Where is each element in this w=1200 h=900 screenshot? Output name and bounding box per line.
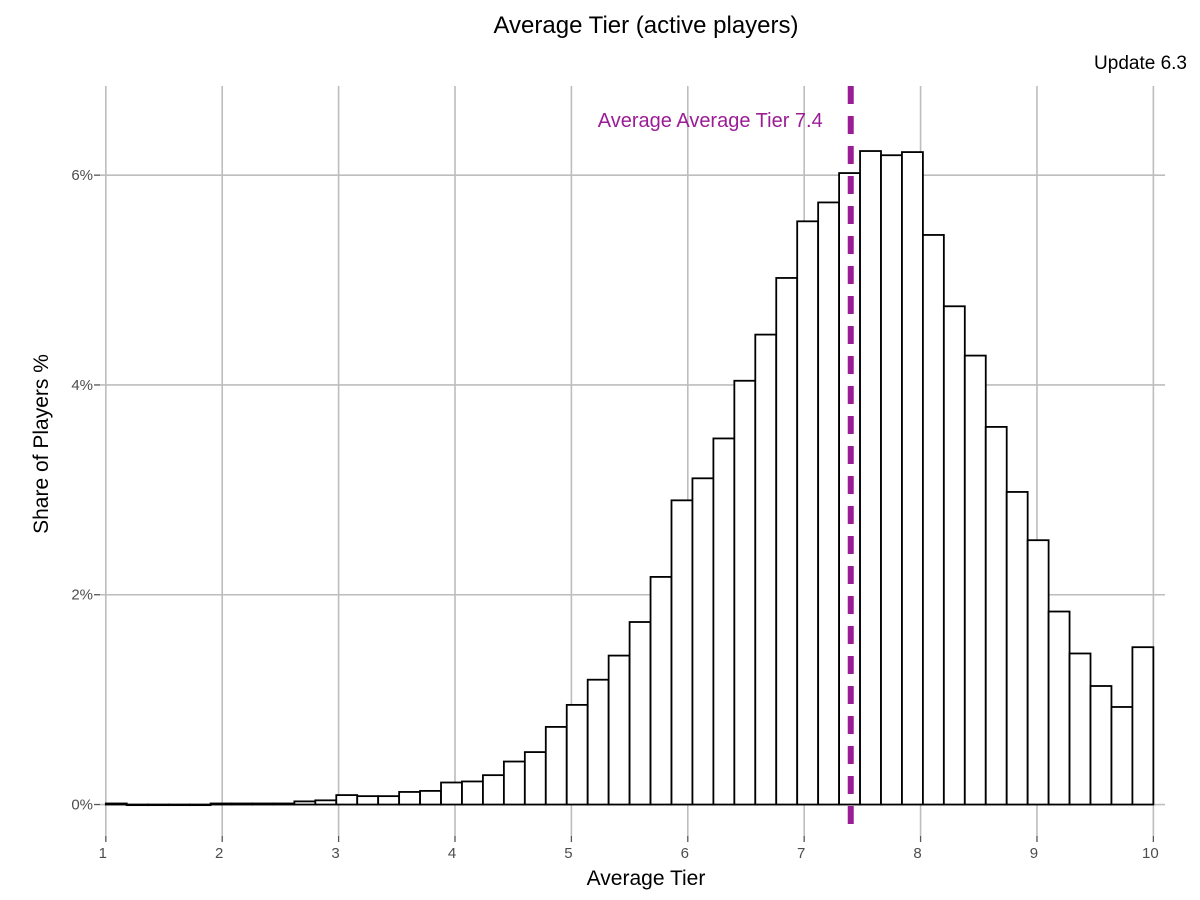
histogram-bar: [230, 802, 254, 806]
histogram-bar: [565, 703, 589, 806]
histogram-bar: [502, 760, 526, 806]
histogram-bar: [1089, 685, 1113, 806]
histogram-bar: [251, 802, 275, 806]
histogram-bar: [461, 780, 484, 806]
x-tick-label: 8: [913, 845, 921, 862]
x-tick-label: 3: [331, 845, 339, 862]
histogram-bar: [335, 794, 359, 806]
x-tick-label: 1: [99, 845, 107, 862]
histogram-bar: [733, 379, 757, 806]
histogram-bar: [398, 791, 421, 806]
histogram-bar: [670, 499, 694, 806]
histogram-bar: [859, 150, 882, 806]
histogram-bar: [607, 654, 631, 806]
histogram-bar: [901, 151, 924, 806]
histogram-bar: [628, 621, 652, 806]
histogram-bar: [356, 795, 380, 806]
histogram-bars: [104, 150, 1155, 807]
histogram-bar: [146, 803, 170, 807]
x-axis-title: Average Tier: [587, 867, 706, 890]
histogram-bar: [1047, 610, 1071, 806]
x-tick-label: 10: [1142, 845, 1159, 862]
histogram-bar: [125, 803, 149, 807]
histogram-bar: [817, 201, 840, 806]
histogram-bar: [104, 802, 128, 806]
histogram-bar: [984, 426, 1008, 806]
histogram-bar: [880, 154, 903, 806]
histogram-bar: [586, 678, 610, 806]
histogram-bar: [691, 477, 715, 806]
histogram-bar: [796, 220, 820, 806]
histogram-bar: [754, 333, 778, 806]
x-tick-label: 7: [797, 845, 805, 862]
annotations: Average Average Tier 7.4: [598, 86, 854, 830]
average-label: Average Average Tier 7.4: [598, 110, 823, 132]
histogram-bar: [775, 277, 799, 806]
histogram-bar: [712, 437, 736, 806]
histogram-bar: [1005, 491, 1029, 806]
histogram-bar: [272, 802, 296, 806]
y-axis-title: Share of Players %: [30, 354, 53, 534]
histogram-bar: [1026, 539, 1050, 806]
x-tick-label: 9: [1030, 845, 1038, 862]
histogram-bar: [523, 751, 547, 806]
x-tick-label: 2: [215, 845, 223, 862]
x-tick-label: 4: [448, 845, 456, 862]
histogram-bar: [314, 799, 338, 806]
y-tick-label: 4%: [71, 377, 93, 394]
histogram-bar: [293, 800, 317, 806]
axis-ticks: 1 2 3 4 5 6 7 8 9 10 0% 2% 4% 6%: [71, 167, 1158, 862]
histogram-bar: [209, 802, 233, 806]
histogram-bar: [544, 726, 568, 806]
y-tick-label: 6%: [71, 167, 93, 184]
x-tick-label: 6: [681, 845, 689, 862]
histogram-bar: [963, 354, 987, 806]
histogram-bar: [1110, 706, 1134, 806]
histogram-bar: [1131, 646, 1155, 806]
x-tick-label: 5: [564, 845, 572, 862]
histogram-bar: [167, 803, 191, 807]
histogram-bar: [377, 795, 401, 806]
histogram-bar: [482, 774, 505, 806]
chart-title: Average Tier (active players): [493, 12, 798, 39]
histogram-bar: [440, 781, 463, 806]
histogram-bar: [922, 234, 945, 806]
y-tick-label: 0%: [71, 797, 93, 814]
histogram-bar: [188, 803, 212, 807]
histogram-bar: [419, 789, 442, 806]
histogram-bar: [1068, 652, 1092, 806]
y-tick-label: 2%: [71, 587, 93, 604]
histogram-bar: [649, 576, 673, 806]
chart-subtitle: Update 6.3: [1094, 53, 1187, 74]
histogram-bar: [942, 305, 966, 806]
